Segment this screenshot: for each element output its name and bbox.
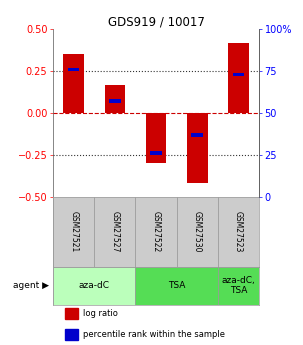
Text: GSM27521: GSM27521 [69,211,78,252]
Bar [187,113,208,184]
Bar [191,133,203,137]
Bar [65,329,78,340]
Text: agent ▶: agent ▶ [13,281,49,290]
Bar [150,151,162,155]
Bar [218,267,259,305]
Bar [53,197,94,267]
Bar [63,55,84,113]
Bar [177,197,218,267]
Bar [135,267,218,305]
Text: GSM27527: GSM27527 [110,211,119,252]
Bar [135,197,177,267]
Bar [65,308,78,319]
Text: aza-dC: aza-dC [79,281,110,290]
Text: aza-dC,
TSA: aza-dC, TSA [221,276,255,295]
Bar [109,99,121,103]
Text: GSM27522: GSM27522 [152,211,161,252]
Bar [105,85,125,113]
Bar [53,267,135,305]
Text: percentile rank within the sample: percentile rank within the sample [83,330,225,339]
Bar [228,43,249,113]
Title: GDS919 / 10017: GDS919 / 10017 [108,15,205,28]
Text: GSM27530: GSM27530 [193,211,202,253]
Bar [94,197,135,267]
Text: TSA: TSA [168,281,185,290]
Bar [218,197,259,267]
Text: GSM27523: GSM27523 [234,211,243,252]
Bar [146,113,166,163]
Bar [233,73,244,76]
Text: log ratio: log ratio [83,309,118,318]
Bar [68,68,79,71]
